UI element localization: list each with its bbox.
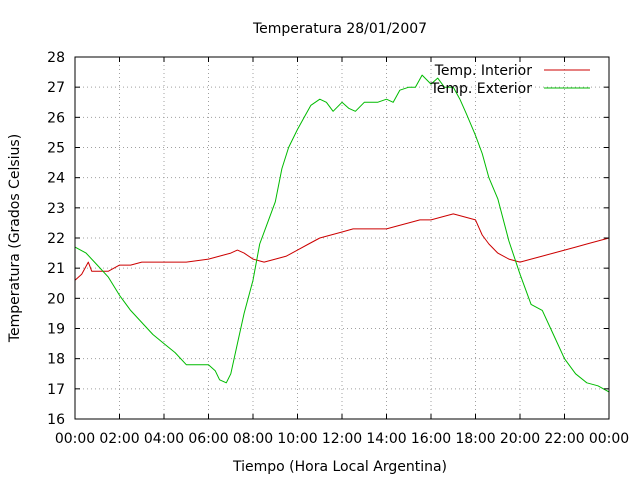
series-layer — [74, 74, 610, 393]
y-tick-label: 20 — [47, 291, 65, 307]
y-tick-label: 18 — [47, 352, 65, 368]
series-line-exterior — [74, 74, 610, 393]
x-tick-label: 20:00 — [500, 431, 540, 447]
y-tick-label: 16 — [47, 412, 65, 428]
x-tick-labels: 00:00 02:00 04:00 06:00 08:00 10:00 12:00 14:00… — [55, 431, 629, 447]
y-tick-labels: 16 17 18 19 20 21 22 23 24 25 26 27 28 — [47, 50, 65, 428]
y-tick-label: 28 — [47, 50, 65, 66]
x-tick-label: 14:00 — [366, 431, 406, 447]
y-tick-label: 17 — [47, 382, 65, 398]
y-tick-label: 21 — [47, 261, 65, 277]
chart-title: Temperatura 28/01/2007 — [252, 21, 427, 37]
y-tick-label: 25 — [47, 141, 65, 157]
x-tick-label: 12:00 — [322, 431, 362, 447]
x-tick-label: 22:00 — [544, 431, 584, 447]
legend: Temp. Interior Temp. Exterior — [430, 63, 590, 97]
x-tick-label: 00:00 — [55, 431, 95, 447]
legend-label-interior: Temp. Interior — [434, 63, 533, 79]
series-line-interior — [74, 213, 610, 281]
x-tick-label: 00:00 — [589, 431, 629, 447]
x-tick-label: 02:00 — [99, 431, 139, 447]
x-tick-label: 04:00 — [144, 431, 184, 447]
x-tick-label: 16:00 — [411, 431, 451, 447]
y-tick-label: 26 — [47, 110, 65, 126]
x-tick-label: 18:00 — [455, 431, 495, 447]
x-tick-label: 10:00 — [277, 431, 317, 447]
x-tick-label: 08:00 — [233, 431, 273, 447]
axis-ticks — [74, 56, 610, 420]
y-tick-label: 23 — [47, 201, 65, 217]
y-axis-label: Temperatura (Grados Celsius) — [7, 134, 23, 343]
x-tick-label: 06:00 — [188, 431, 228, 447]
x-axis-label: Tiempo (Hora Local Argentina) — [232, 459, 447, 475]
y-tick-label: 24 — [47, 171, 65, 187]
grid-lines — [75, 57, 609, 419]
legend-label-exterior: Temp. Exterior — [430, 81, 533, 97]
y-tick-label: 27 — [47, 80, 65, 96]
y-tick-label: 19 — [47, 322, 65, 338]
y-tick-label: 22 — [47, 231, 65, 247]
